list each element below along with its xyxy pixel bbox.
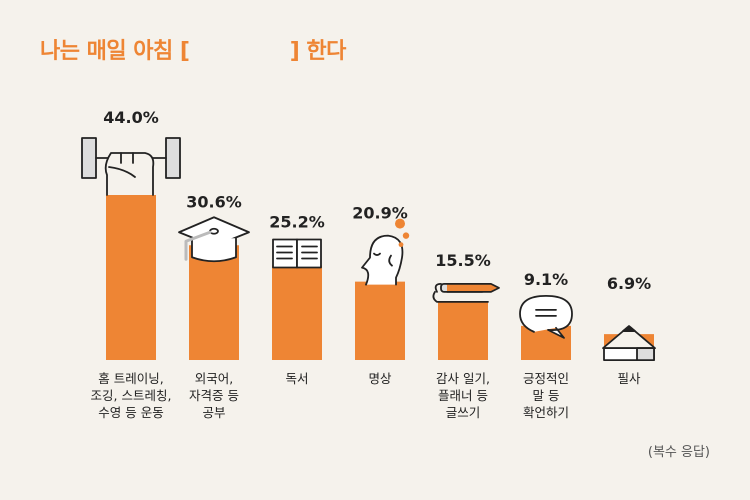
- bar: [521, 325, 571, 360]
- category-label: 홈 트레이닝, 조깅, 스트레칭, 수영 등 운동: [91, 371, 172, 420]
- chart-title: 나는 매일 아침 [ ] 한다: [40, 39, 346, 64]
- category-label: 필사: [617, 371, 641, 386]
- category-label-line: 필사: [617, 371, 641, 386]
- category-label-line: 글쓰기: [446, 405, 481, 420]
- data-label: 44.0%: [103, 108, 159, 127]
- bar: [355, 281, 405, 360]
- graduation-cap-icon: [178, 216, 250, 263]
- data-label: 15.5%: [435, 251, 491, 270]
- data-label: 30.6%: [186, 192, 242, 211]
- bar-group: 6.9% 필사: [602, 274, 656, 386]
- data-label: 6.9%: [607, 274, 651, 293]
- category-label-line: 공부: [202, 405, 225, 420]
- bar: [106, 195, 156, 360]
- category-label-line: 확언하기: [523, 405, 569, 420]
- pencil-tip-icon: [602, 325, 656, 362]
- category-label-line: 수영 등 운동: [98, 405, 163, 420]
- data-label: 25.2%: [269, 213, 325, 232]
- category-label-line: 조깅, 스트레칭,: [91, 388, 172, 403]
- category-label-line: 홈 트레이닝,: [98, 371, 163, 386]
- category-label-line: 외국어,: [195, 371, 233, 386]
- bar: [272, 265, 322, 360]
- footnote: (복수 응답): [647, 445, 710, 460]
- notebook-pencil-icon: [432, 282, 500, 303]
- bar-group: 44.0% 홈 트레이닝, 조깅, 스트레칭, 수영 등 운동: [81, 108, 181, 420]
- bar-group: 25.2% 독서: [269, 213, 325, 387]
- category-label-line: 명상: [368, 371, 392, 386]
- data-label: 20.9%: [352, 204, 408, 223]
- speech-bubble-icon: [519, 294, 573, 339]
- category-label-line: 말 등: [533, 388, 560, 403]
- category-label-line: 자격증 등: [189, 388, 239, 403]
- open-book-icon: [272, 238, 322, 269]
- bar: [438, 301, 488, 360]
- data-label: 9.1%: [524, 270, 568, 289]
- category-label: 명상: [368, 371, 392, 386]
- bar-group: 20.9% 명상: [352, 204, 410, 386]
- category-label-line: 독서: [285, 371, 308, 386]
- bar: [189, 245, 239, 360]
- category-label-line: 플래너 등: [438, 388, 488, 403]
- category-label-line: 감사 일기,: [436, 371, 490, 386]
- dumbbell-icon: [81, 137, 181, 196]
- category-label-line: 긍정적인: [523, 371, 569, 386]
- category-label: 독서: [285, 371, 308, 386]
- meditating-head-icon: [361, 218, 410, 286]
